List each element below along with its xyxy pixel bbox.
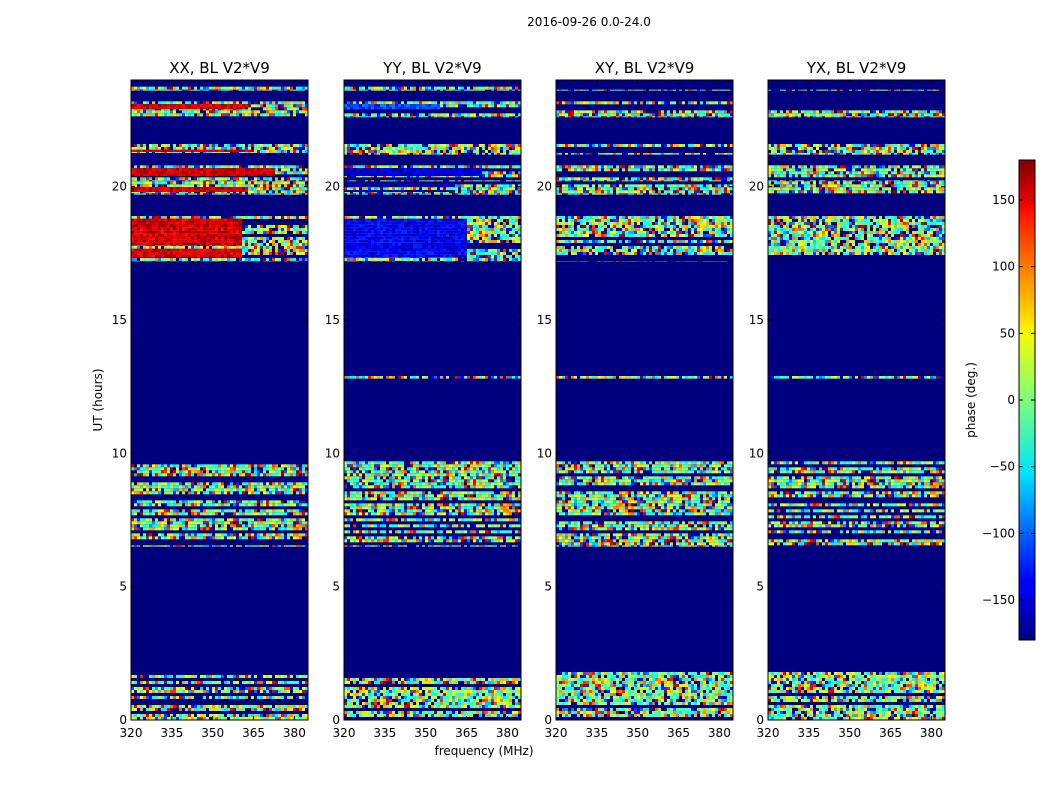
panel-frame bbox=[767, 79, 946, 721]
y-tick-label: 20 bbox=[112, 180, 127, 194]
noise-bands bbox=[768, 89, 945, 720]
colorbar-tick-label: −50 bbox=[990, 460, 1015, 474]
colorbar: −150 −100 −50 0 50 100 150 phase (deg.) bbox=[964, 159, 1036, 641]
y-axis-label: UT (hours) bbox=[91, 368, 105, 431]
colorbar-tick-label: 100 bbox=[992, 260, 1015, 274]
x-tick-label: 320 bbox=[333, 726, 356, 740]
x-tick-label: 350 bbox=[626, 726, 649, 740]
panel-4: YX, BL V2*V9 320 335 350 365 380 0 5 10 15 20 bbox=[749, 59, 946, 740]
x-tick-label: 320 bbox=[545, 726, 568, 740]
x-tick-label: 335 bbox=[160, 726, 183, 740]
x-tick-label: 365 bbox=[879, 726, 902, 740]
colorbar-tick-label: −150 bbox=[982, 593, 1015, 607]
x-tick-label: 380 bbox=[920, 726, 943, 740]
panel-background bbox=[556, 80, 733, 720]
y-tick-label: 10 bbox=[749, 446, 764, 460]
y-tick-label: 5 bbox=[756, 580, 764, 594]
x-tick-label: 350 bbox=[838, 726, 861, 740]
y-tick-label: 0 bbox=[756, 713, 764, 727]
y-tick-label: 15 bbox=[112, 313, 127, 327]
y-tick-label: 20 bbox=[537, 180, 552, 194]
y-tick-label: 10 bbox=[325, 446, 340, 460]
y-tick-label: 0 bbox=[332, 713, 340, 727]
panel-title: YX, BL V2*V9 bbox=[806, 59, 907, 77]
y-tick-label: 15 bbox=[537, 313, 552, 327]
y-tick-label: 5 bbox=[544, 580, 552, 594]
y-tick-label: 15 bbox=[749, 313, 764, 327]
y-tick-label: 5 bbox=[119, 580, 127, 594]
noise-bands bbox=[556, 89, 733, 717]
figure-suptitle: 2016-09-26 0.0-24.0 bbox=[527, 15, 651, 29]
panel-frame bbox=[555, 79, 734, 721]
y-tick-label: 10 bbox=[537, 446, 552, 460]
x-tick-label: 350 bbox=[414, 726, 437, 740]
y-tick-label: 10 bbox=[112, 446, 127, 460]
coherent-bands bbox=[131, 104, 275, 258]
panel-3: XY, BL V2*V9 320 335 350 365 380 0 5 10 15 20 bbox=[537, 59, 734, 740]
colorbar-label: phase (deg.) bbox=[964, 362, 978, 438]
colorbar-tick-label: −100 bbox=[982, 526, 1015, 540]
x-tick-label: 380 bbox=[708, 726, 731, 740]
panel-title: XX, BL V2*V9 bbox=[169, 59, 270, 77]
x-tick-label: 335 bbox=[373, 726, 396, 740]
x-tick-label: 380 bbox=[283, 726, 306, 740]
panel-title: YY, BL V2*V9 bbox=[382, 59, 481, 77]
panel-frame bbox=[343, 79, 522, 721]
x-tick-label: 365 bbox=[242, 726, 265, 740]
x-tick-label: 335 bbox=[585, 726, 608, 740]
y-tick-label: 20 bbox=[325, 180, 340, 194]
panel-2: YY, BL V2*V9 320 335 350 365 380 0 5 10 15 20 bbox=[325, 59, 522, 740]
colorbar-ticks: −150 −100 −50 0 50 100 150 bbox=[982, 193, 1035, 607]
y-tick-label: 15 bbox=[325, 313, 340, 327]
x-tick-label: 380 bbox=[496, 726, 519, 740]
x-tick-label: 365 bbox=[667, 726, 690, 740]
panel-1: XX, BL V2*V9 320 335 350 365 380 0 5 10 15 20 bbox=[112, 59, 309, 740]
coherent-bands bbox=[344, 104, 482, 258]
y-tick-label: 0 bbox=[544, 713, 552, 727]
panel-frame bbox=[130, 79, 309, 721]
x-tick-label: 320 bbox=[120, 726, 143, 740]
x-tick-label: 365 bbox=[455, 726, 478, 740]
x-axis-label: frequency (MHz) bbox=[434, 744, 533, 758]
x-tick-label: 320 bbox=[757, 726, 780, 740]
colorbar-tick-label: 50 bbox=[1000, 326, 1015, 340]
panel-title: XY, BL V2*V9 bbox=[595, 59, 695, 77]
y-tick-label: 5 bbox=[332, 580, 340, 594]
y-tick-label: 0 bbox=[119, 713, 127, 727]
x-tick-label: 335 bbox=[797, 726, 820, 740]
colorbar-tick-label: 0 bbox=[1007, 393, 1015, 407]
colorbar-tick-label: 150 bbox=[992, 193, 1015, 207]
y-tick-label: 20 bbox=[749, 180, 764, 194]
x-tick-label: 350 bbox=[201, 726, 224, 740]
